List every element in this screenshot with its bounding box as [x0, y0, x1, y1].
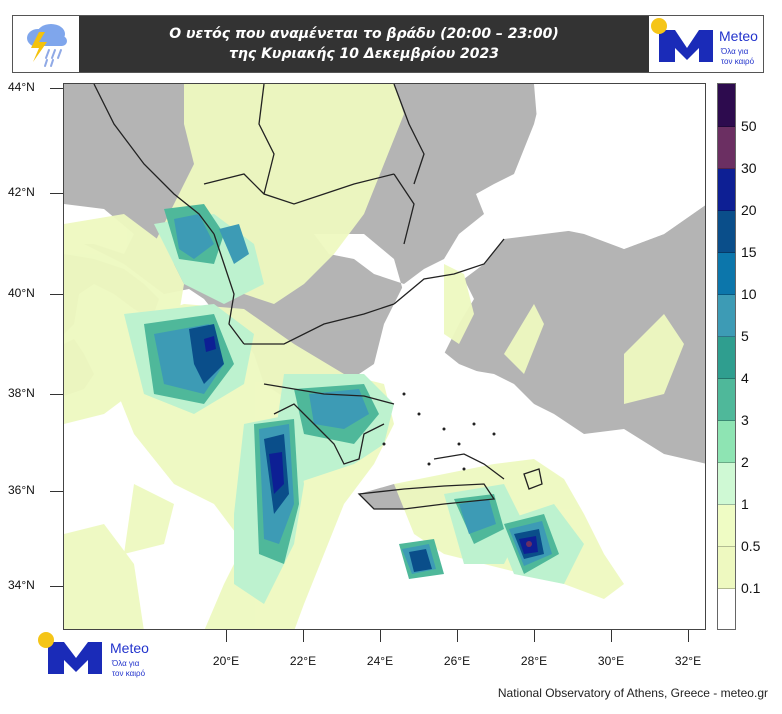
colorbar-segment [718, 169, 735, 211]
colorbar-segment [718, 337, 735, 379]
colorbar-label: 30 [741, 160, 757, 176]
title-line-2: της Κυριακής 10 Δεκεμβρίου 2023 [229, 46, 499, 62]
lat-tick [50, 491, 63, 492]
lat-label-38: 38°N [8, 386, 35, 400]
colorbar-label: 3 [741, 412, 749, 428]
colorbar-label: 0.1 [741, 580, 761, 596]
map-canvas [64, 84, 705, 629]
lat-label-36: 36°N [8, 483, 35, 497]
lon-label-24: 24°E [366, 654, 394, 668]
colorbar-segment [718, 421, 735, 463]
lat-label-34: 34°N [8, 578, 35, 592]
colorbar-segment [718, 295, 735, 337]
header-banner: Ο υετός που αναμένεται το βράδυ (20:00 –… [12, 15, 764, 73]
lon-label-32: 32°E [674, 654, 702, 668]
footer-logo-tagline-1: Όλα για [112, 659, 140, 668]
title-line-1: Ο υετός που αναμένεται το βράδυ (20:00 –… [169, 26, 559, 42]
footer-logo-tagline-2: τον καιρό [112, 669, 146, 678]
logo-tagline-2: τον καιρό [721, 57, 755, 66]
colorbar [717, 83, 736, 630]
colorbar-label: 2 [741, 454, 749, 470]
footer-logo-name: Meteo [110, 640, 149, 656]
lon-tick [457, 630, 458, 642]
colorbar-label: 20 [741, 202, 757, 218]
footer-meteo-logo: Meteo Όλα για τον καιρό [34, 632, 174, 680]
page-title: Ο υετός που αναμένεται το βράδυ (20:00 –… [79, 16, 649, 72]
lat-tick [50, 193, 63, 194]
lon-label-20: 20°E [212, 654, 240, 668]
lon-tick [226, 630, 227, 642]
lon-tick [534, 630, 535, 642]
colorbar-label: 1 [741, 496, 749, 512]
thunderstorm-rain-icon [13, 16, 79, 72]
lat-label-40: 40°N [8, 286, 35, 300]
lat-tick [50, 88, 63, 89]
lon-tick [303, 630, 304, 642]
colorbar-segment [718, 379, 735, 421]
lon-tick [380, 630, 381, 642]
logo-tagline-1: Όλα για [721, 47, 749, 56]
lon-label-22: 22°E [289, 654, 317, 668]
colorbar-label: 50 [741, 118, 757, 134]
colorbar-segment [718, 211, 735, 253]
colorbar-label: 4 [741, 370, 749, 386]
lon-label-30: 30°E [597, 654, 625, 668]
credit-text: National Observatory of Athens, Greece -… [497, 686, 768, 700]
lat-label-42: 42°N [8, 185, 35, 199]
colorbar-label: 10 [741, 286, 757, 302]
lat-tick [50, 394, 63, 395]
colorbar-segment [718, 127, 735, 169]
lon-tick [611, 630, 612, 642]
colorbar-segment [718, 589, 735, 629]
lon-label-26: 26°E [443, 654, 471, 668]
lat-label-44: 44°N [8, 80, 35, 94]
logo-name: Meteo [719, 28, 758, 44]
lon-tick [688, 630, 689, 642]
precipitation-map [63, 83, 706, 630]
meteo-logo: Meteo Όλα για τον καιρό [649, 16, 763, 72]
colorbar-label: 15 [741, 244, 757, 260]
colorbar-segment [718, 547, 735, 589]
lat-tick [50, 586, 63, 587]
lat-tick [50, 294, 63, 295]
colorbar-segment [718, 463, 735, 505]
colorbar-segment [718, 253, 735, 295]
colorbar-segment [718, 84, 735, 127]
colorbar-segment [718, 505, 735, 547]
colorbar-label: 5 [741, 328, 749, 344]
lon-label-28: 28°E [520, 654, 548, 668]
colorbar-label: 0.5 [741, 538, 761, 554]
